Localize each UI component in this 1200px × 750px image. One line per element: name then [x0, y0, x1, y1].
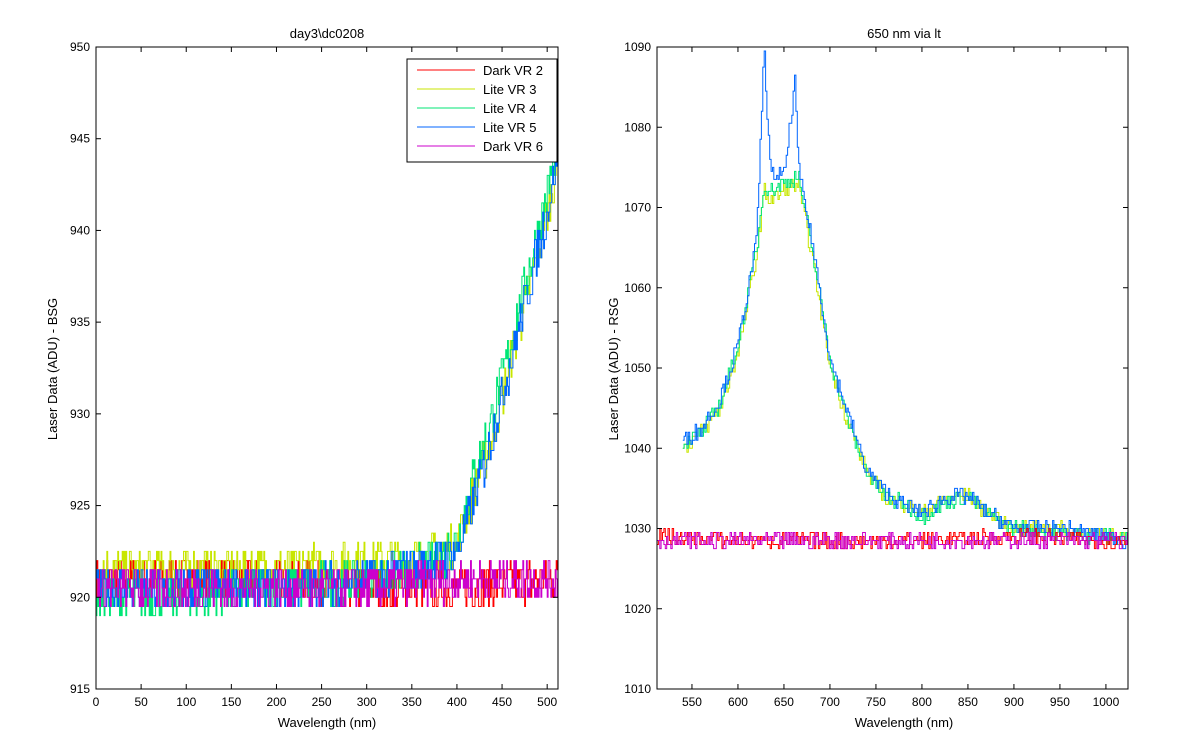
- right-x-tick-label: 800: [912, 695, 932, 709]
- right-y-tick-label: 1030: [624, 522, 651, 536]
- right-x-axis-label: Wavelength (nm): [855, 715, 954, 730]
- right-x-tick-label: 550: [682, 695, 702, 709]
- right-y-tick-label: 1020: [624, 602, 651, 616]
- left-y-tick-label: 950: [70, 40, 90, 54]
- left-series-group: [96, 129, 558, 617]
- legend-label-lite-vr-5: Lite VR 5: [483, 120, 536, 135]
- legend-label-dark-vr-6: Dark VR 6: [483, 139, 543, 154]
- right-x-tick-label: 700: [820, 695, 840, 709]
- left-x-axis-label: Wavelength (nm): [278, 715, 377, 730]
- right-series-lite-vr-4: [682, 170, 1128, 545]
- left-x-tick-label: 50: [134, 695, 148, 709]
- left-y-tick-label: 920: [70, 590, 90, 604]
- left-y-tick-label: 925: [70, 499, 90, 513]
- legend-label-lite-vr-4: Lite VR 4: [483, 101, 536, 116]
- left-y-tick-label: 915: [70, 682, 90, 696]
- right-series-dark-vr-6: [657, 532, 1128, 550]
- left-x-tick-label: 100: [176, 695, 196, 709]
- left-axes-box: [95, 46, 559, 690]
- left-y-tick-label: 935: [70, 315, 90, 329]
- right-chart-panel: 650 nm via lt 550 600 650 700 750 800 850 900 95…: [606, 26, 1129, 730]
- legend: Dark VR 2 Lite VR 3 Lite VR 4 Lite VR 5 Dark…: [406, 58, 558, 163]
- right-x-tick-label: 1000: [1093, 695, 1120, 709]
- left-y-tick-label: 940: [70, 223, 90, 237]
- left-x-tick-label: 300: [357, 695, 377, 709]
- left-y-tick-label: 930: [70, 407, 90, 421]
- left-x-tick-label: 250: [312, 695, 332, 709]
- left-series-lite-vr-4: [96, 129, 558, 617]
- right-y-axis-label: Laser Data (ADU) - RSG: [606, 297, 621, 440]
- right-x-tick-label: 650: [774, 695, 794, 709]
- right-x-tick-label: 950: [1050, 695, 1070, 709]
- left-x-tick-label: 450: [492, 695, 512, 709]
- left-x-tick-label: 0: [93, 695, 100, 709]
- left-y-axis-label: Laser Data (ADU) - BSG: [45, 298, 60, 440]
- right-axes-box: [656, 46, 1129, 690]
- legend-label-dark-vr-2: Dark VR 2: [483, 63, 543, 78]
- right-x-tick-label: 900: [1004, 695, 1024, 709]
- left-x-tick-label: 400: [447, 695, 467, 709]
- right-series-lite-vr-5: [682, 50, 1128, 550]
- left-plot-area: 0 50 100 150 200 250 300 350 400 450 500 915 920 925 9…: [70, 40, 559, 709]
- right-y-tick-label: 1040: [624, 441, 651, 455]
- legend-box: [406, 58, 558, 163]
- right-series-lite-vr-3: [682, 178, 1128, 545]
- legend-label-lite-vr-3: Lite VR 3: [483, 82, 536, 97]
- right-x-tick-label: 600: [728, 695, 748, 709]
- left-y-tick-label: 945: [70, 132, 90, 146]
- right-chart-title: 650 nm via lt: [867, 26, 941, 41]
- right-x-tick-label: 850: [958, 695, 978, 709]
- left-chart-title: day3\dc0208: [290, 26, 364, 41]
- left-series-lite-vr-5: [96, 138, 558, 607]
- right-y-tick-label: 1090: [624, 40, 651, 54]
- right-y-tick-label: 1070: [624, 201, 651, 215]
- left-x-tick-label: 150: [221, 695, 241, 709]
- right-series-group: [657, 50, 1128, 550]
- left-x-tick-label: 200: [266, 695, 286, 709]
- right-plot-area: 550 600 650 700 750 800 850 900 950 1000 1010 1020 1…: [624, 40, 1129, 709]
- left-series-lite-vr-3: [96, 147, 558, 589]
- right-x-tick-label: 750: [866, 695, 886, 709]
- left-series-dark-vr-6: [96, 560, 558, 607]
- right-y-tick-label: 1010: [624, 682, 651, 696]
- right-y-tick-label: 1060: [624, 281, 651, 295]
- right-y-tick-label: 1080: [624, 120, 651, 134]
- left-chart-panel: day3\dc0208 0 50 100 150 200 250 300 350 400 450 5…: [45, 26, 559, 730]
- right-y-tick-label: 1050: [624, 361, 651, 375]
- left-x-tick-label: 500: [537, 695, 557, 709]
- left-x-tick-label: 350: [402, 695, 422, 709]
